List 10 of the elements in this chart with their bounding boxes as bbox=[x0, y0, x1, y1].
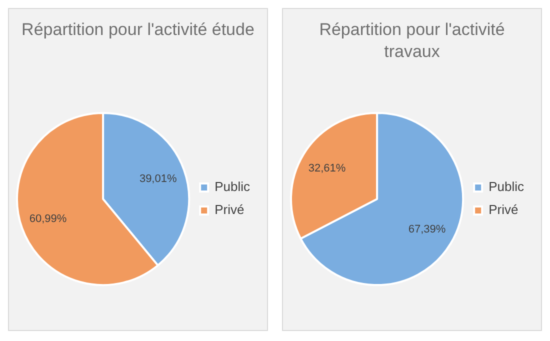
chart-title: Répartition pour l'activité étude bbox=[20, 19, 256, 41]
data-label: 32,61% bbox=[308, 162, 346, 175]
data-label: 67,39% bbox=[408, 223, 446, 236]
legend-label: Public bbox=[214, 179, 250, 194]
legend-label: Public bbox=[488, 179, 524, 194]
data-label: 39,01% bbox=[139, 173, 177, 186]
chart-title: Répartition pour l'activité travaux bbox=[318, 19, 506, 63]
legend-label: Privé bbox=[488, 202, 518, 218]
legend-label: Privé bbox=[214, 202, 244, 218]
data-label: 60,99% bbox=[29, 212, 67, 225]
